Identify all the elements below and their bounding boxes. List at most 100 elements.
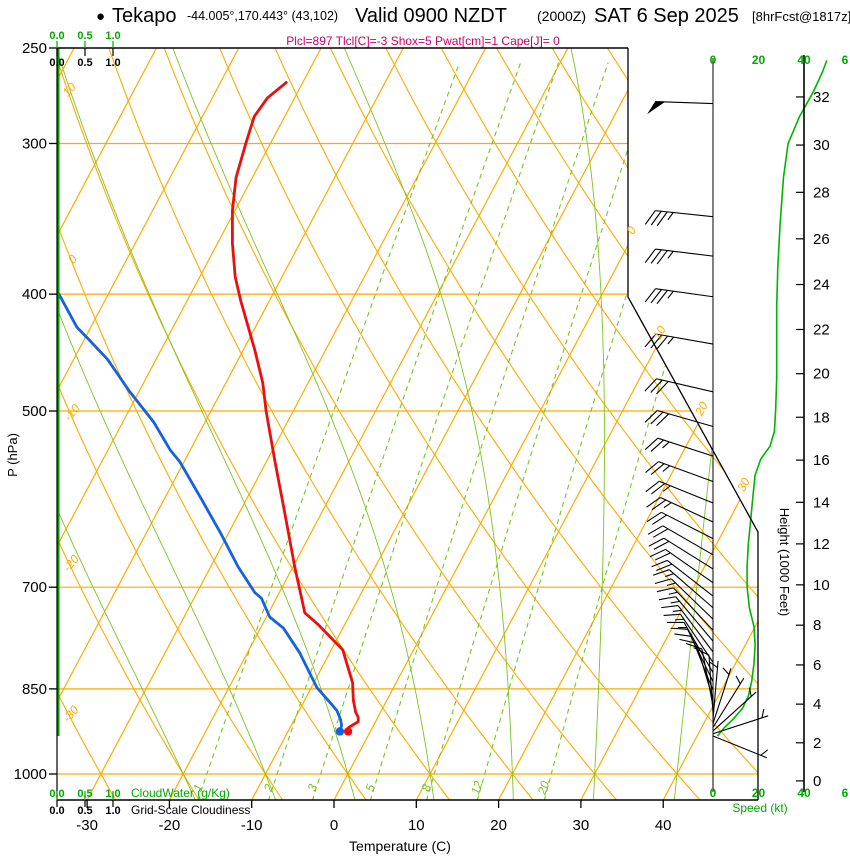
height-tick-label: 14 — [813, 494, 830, 511]
mixing-ratio-line — [311, 62, 560, 800]
station-bullet-icon: ● — [96, 8, 105, 25]
cloudwater-top-label: 0.5 — [77, 30, 92, 42]
mixing-ratio-line — [267, 62, 522, 800]
station-coords: -44.005°,170.443° (43,102) — [187, 9, 338, 23]
pressure-tick-label: 250 — [22, 40, 47, 57]
dewpoint-curve — [57, 292, 343, 733]
wind-barb — [712, 667, 732, 724]
speed-tick-label-clipped: 6 — [842, 53, 849, 67]
sounding-profiles — [56, 48, 360, 736]
temperature-tick-label: 20 — [490, 817, 507, 834]
mixing-ratio-label: 8 — [419, 782, 434, 793]
height-tick-label: 32 — [813, 89, 830, 106]
height-tick-label: 12 — [813, 536, 830, 553]
wind-barb — [654, 578, 714, 620]
height-tick-label: 24 — [813, 277, 830, 294]
temperature-tick-label: -20 — [159, 817, 181, 834]
dry-adiabat-line — [79, 48, 618, 800]
station-title: Tekapo — [112, 5, 177, 27]
isotherm-label: 0 — [624, 224, 640, 237]
dry-adiabat-label: -10 — [61, 401, 83, 424]
background-guides — [57, 48, 758, 800]
wind-barb — [647, 101, 714, 115]
cloudiness-bottom-label: 0.0 — [49, 805, 64, 817]
cloudiness-top-label: 0.0 — [49, 57, 64, 69]
wind-barb — [644, 333, 714, 350]
wind-speed-curve — [716, 60, 828, 737]
wind-barb — [646, 496, 714, 523]
wind-barb — [661, 605, 714, 653]
moist-adiabat-line — [87, 48, 435, 800]
moist-adiabat-line — [239, 48, 514, 800]
wind-barb — [646, 511, 714, 540]
isotherm-line — [86, 48, 487, 800]
wind-barb — [709, 660, 719, 719]
height-tick-label: 22 — [813, 321, 830, 338]
pressure-tick-label: 400 — [22, 286, 47, 303]
temperature-tick-label: 0 — [330, 817, 338, 834]
mixing-ratio-line — [476, 62, 700, 800]
wind-barb — [656, 587, 714, 631]
height-tick-label: 20 — [813, 366, 830, 383]
wind-barb — [647, 525, 714, 556]
surface-temperature-dot — [343, 727, 353, 736]
dry-adiabat-label: -30 — [60, 703, 82, 726]
speed-tick-label: 40 — [797, 53, 811, 67]
valid-date: SAT 6 Sep 2025 — [594, 5, 739, 27]
height-tick-label: 8 — [813, 617, 821, 634]
height-axis-title: Height (1000 Feet) — [777, 508, 792, 616]
cloudwater-bottom-label: 1.0 — [105, 788, 120, 800]
mixing-ratio-label: 20 — [535, 779, 553, 797]
temperature-tick-label: -30 — [76, 817, 98, 834]
height-tick-label: 6 — [813, 657, 821, 674]
wind-barb — [644, 210, 714, 226]
dry-adiabat-line — [57, 48, 200, 800]
surface-dewpoint-dot — [335, 727, 345, 736]
stability-indices: Plcl=897 Tlcl[C]=-3 Shox=5 Pwat[cm]=1 Ca… — [286, 34, 560, 48]
height-tick-label: 28 — [813, 184, 830, 201]
speed-tick-label: 40 — [797, 786, 811, 800]
isotherm-line — [251, 48, 651, 800]
dry-adiabat-line — [57, 48, 284, 800]
mixing-ratio-label: 12 — [468, 779, 486, 796]
moist-adiabat-line — [485, 48, 605, 800]
isotherm-line — [57, 48, 157, 800]
dry-adiabat-line — [415, 48, 758, 800]
dry-adiabat-label: -20 — [60, 552, 82, 575]
wind-barb — [685, 642, 714, 706]
temperature-tick-label: 10 — [408, 817, 425, 834]
mixing-ratio-line — [369, 62, 609, 800]
cloudiness-axis-title: Grid-Scale Cloudiness — [131, 803, 250, 817]
temperature-tick-label: 40 — [655, 817, 672, 834]
pressure-axis-title: P (hPa) — [5, 433, 20, 477]
cloudiness-bottom-label: 0.5 — [77, 805, 92, 817]
temperature-tick-label: 30 — [573, 817, 590, 834]
wind-barb — [645, 480, 714, 504]
isotherm-line — [57, 48, 240, 800]
valid-zulu: (2000Z) — [537, 8, 586, 24]
speed-tick-label: 20 — [752, 786, 766, 800]
isotherm-line — [415, 48, 758, 800]
temperature-curve — [231, 81, 360, 733]
dry-adiabat-line — [223, 48, 758, 800]
speed-tick-label: 0 — [710, 786, 717, 800]
wind-barb — [651, 559, 714, 597]
moist-adiabat-line — [57, 48, 277, 800]
height-tick-label: 18 — [813, 409, 830, 426]
cloudiness-top-label: 1.0 — [105, 57, 120, 69]
cloudiness-bottom-label: 1.0 — [105, 805, 120, 817]
height-tick-label: 10 — [813, 577, 830, 594]
height-tick-label: 4 — [813, 696, 821, 713]
moist-adiabat-line — [673, 48, 758, 800]
mixing-ratio-label: 3 — [305, 782, 320, 793]
dry-adiabat-line — [57, 48, 451, 800]
wind-barb — [645, 461, 714, 482]
wind-barb — [712, 735, 769, 759]
height-tick-label: 16 — [813, 452, 830, 469]
wind-barb — [712, 687, 757, 732]
wind-barb — [658, 596, 714, 642]
wind-barb — [649, 548, 714, 584]
dry-adiabat-line — [175, 48, 758, 800]
